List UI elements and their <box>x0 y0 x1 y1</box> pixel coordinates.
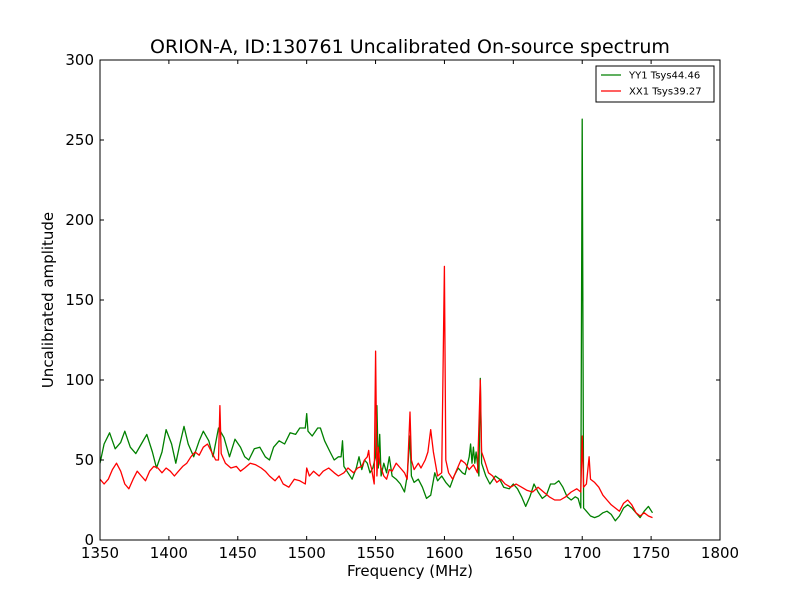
y-tick-label-0: 0 <box>84 531 94 549</box>
legend: YY1 Tsys44.46 XX1 Tsys39.27 <box>595 65 715 103</box>
x-tick-label-1: 1400 <box>150 544 188 562</box>
x-tick-label-5: 1600 <box>425 544 463 562</box>
series-layer <box>99 118 654 522</box>
y-tick-label-1: 50 <box>75 451 94 469</box>
y-tick-label-6: 300 <box>65 51 94 69</box>
y-axis-label: Uncalibrated amplitude <box>39 212 57 388</box>
ticks-layer: 1350 1400 1450 1500 1550 1600 1650 1700 1750 1800… <box>65 51 739 562</box>
plot-frame <box>99 59 721 541</box>
legend-box <box>595 65 715 103</box>
x-tick-label-3: 1500 <box>288 544 326 562</box>
x-axis-label: Frequency (MHz) <box>347 562 473 580</box>
x-tick-label-4: 1550 <box>356 544 394 562</box>
x-tick-label-8: 1750 <box>632 544 670 562</box>
x-tick-label-6: 1650 <box>494 544 532 562</box>
series-line-0 <box>99 118 654 522</box>
y-tick-label-5: 250 <box>65 131 94 149</box>
y-tick-label-4: 200 <box>65 211 94 229</box>
x-tick-label-2: 1450 <box>219 544 257 562</box>
y-tick-label-3: 150 <box>65 291 94 309</box>
y-tick-label-2: 100 <box>65 371 94 389</box>
legend-label-0: YY1 Tsys44.46 <box>628 71 700 82</box>
series-line-1 <box>99 265 653 519</box>
x-tick-label-9: 1800 <box>701 544 739 562</box>
chart-title: ORION-A, ID:130761 Uncalibrated On-sourc… <box>150 36 670 58</box>
x-tick-label-7: 1700 <box>563 544 601 562</box>
x-tick-label-0: 1350 <box>81 544 119 562</box>
legend-label-1: XX1 Tsys39.27 <box>629 87 702 98</box>
